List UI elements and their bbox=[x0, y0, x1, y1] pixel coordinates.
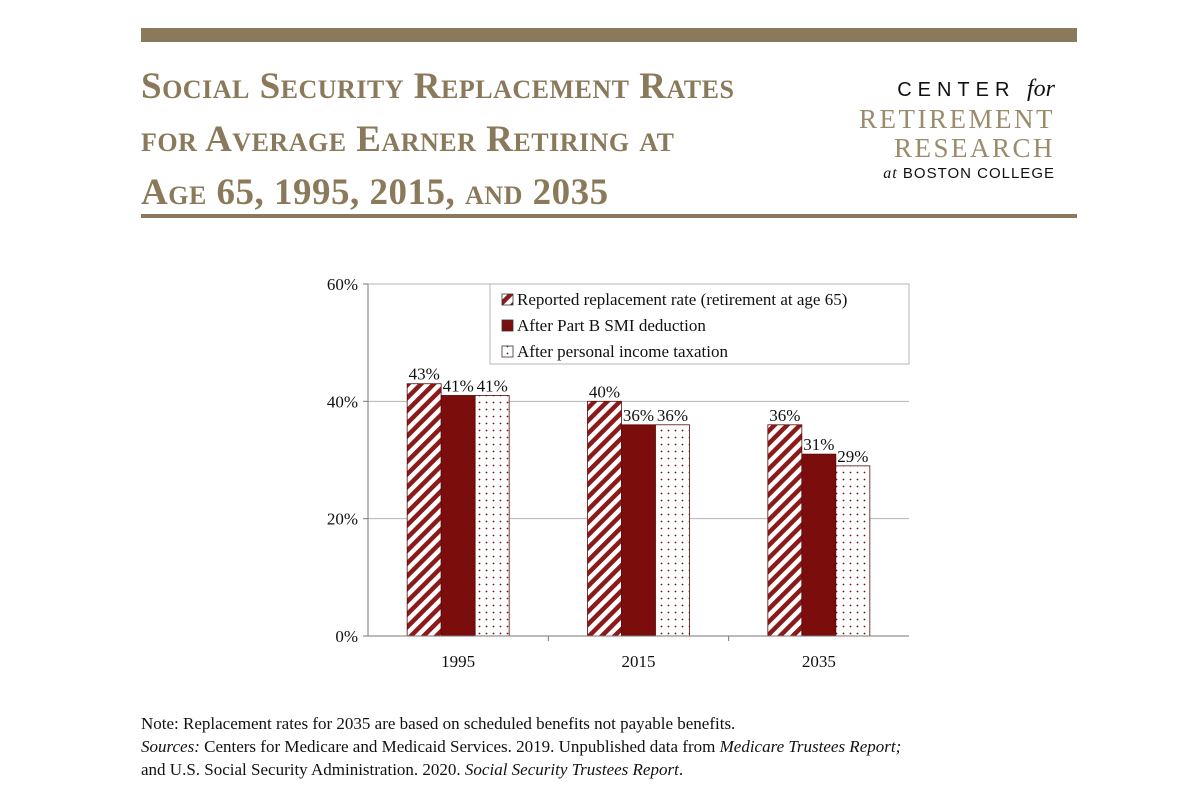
legend-swatch bbox=[501, 293, 514, 306]
logo-retirement: RETIREMENT bbox=[859, 104, 1055, 134]
sources-italic-1: Medicare Trustees Report; bbox=[719, 737, 902, 756]
sources-label: Sources: bbox=[141, 737, 200, 756]
header-rule bbox=[141, 214, 1077, 218]
sources-line-1: Sources: Centers for Medicare and Medica… bbox=[141, 735, 1091, 758]
sources-italic-2: Social Security Trustees Report bbox=[464, 760, 679, 779]
logo-research: RESEARCH bbox=[893, 133, 1055, 163]
bar-2035-series-1 bbox=[767, 424, 803, 637]
x-tick-label: 2035 bbox=[802, 652, 836, 671]
bar-2015-series-1 bbox=[587, 400, 622, 637]
data-label: 40% bbox=[589, 382, 620, 401]
legend-swatch bbox=[501, 345, 514, 358]
data-label: 43% bbox=[409, 365, 440, 384]
logo-at: at bbox=[883, 165, 898, 182]
crr-logo: CENTER for RETIREMENT RESEARCH at BOSTON… bbox=[859, 74, 1055, 185]
sources-text-2: and U.S. Social Security Administration.… bbox=[141, 760, 465, 779]
data-label: 36% bbox=[623, 406, 654, 425]
logo-center: CENTER bbox=[897, 79, 1016, 101]
header-top-bar bbox=[141, 28, 1077, 42]
bar-2035-series-2 bbox=[801, 453, 837, 637]
bar-2015-series-3 bbox=[655, 424, 690, 637]
page-title: Social Security Replacement Rates for Av… bbox=[141, 60, 841, 219]
bar-2035-series-3 bbox=[835, 465, 871, 637]
y-tick-label: 60% bbox=[327, 275, 358, 294]
data-label: 36% bbox=[769, 406, 800, 425]
bar-1995-series-1 bbox=[406, 383, 442, 637]
sources-line-2: and U.S. Social Security Administration.… bbox=[141, 758, 1091, 781]
x-tick-label: 1995 bbox=[441, 652, 475, 671]
data-labels: 43%41% 41% 40%36% 36% 36%31%29% bbox=[409, 365, 869, 466]
y-tick-label: 40% bbox=[327, 392, 358, 411]
bar-1995-series-3 bbox=[474, 395, 510, 637]
title-line-2: for Average Earner Retiring at bbox=[141, 119, 675, 160]
logo-line-4: at BOSTON COLLEGE bbox=[859, 163, 1055, 185]
bar-2015-series-2 bbox=[621, 424, 656, 637]
title-line-1: Social Security Replacement Rates bbox=[141, 66, 735, 107]
logo-boston-college: BOSTON COLLEGE bbox=[902, 165, 1055, 182]
axes: 0% 20% 40% 60% 1995 2015 2035 bbox=[327, 275, 909, 671]
data-label: 41% bbox=[443, 376, 474, 395]
bars bbox=[406, 383, 871, 637]
legend-box bbox=[489, 283, 910, 365]
y-tick-label: 20% bbox=[327, 510, 358, 529]
sources-end: . bbox=[678, 760, 684, 779]
data-label: 31% bbox=[803, 435, 834, 454]
note-line: Note: Replacement rates for 2035 are bas… bbox=[141, 714, 736, 733]
legend-label: Reported replacement rate (retirement at… bbox=[517, 290, 847, 309]
legend: Reported replacement rate (retirement at… bbox=[489, 283, 910, 365]
title-line-3: Age 65, 1995, 2015, and 2035 bbox=[141, 172, 609, 213]
sources-text-1: Centers for Medicare and Medicaid Servic… bbox=[199, 737, 720, 756]
legend-label: After Part B SMI deduction bbox=[517, 316, 706, 335]
data-label: 29% bbox=[837, 447, 868, 466]
data-label: 41% bbox=[477, 376, 508, 395]
logo-for: for bbox=[1026, 76, 1055, 102]
bar-1995-series-2 bbox=[440, 395, 476, 637]
y-tick-label: 0% bbox=[335, 627, 358, 646]
legend-label: After personal income taxation bbox=[517, 342, 729, 361]
logo-line-1: CENTER for bbox=[859, 74, 1055, 105]
x-tick-label: 2015 bbox=[622, 652, 656, 671]
legend-swatch bbox=[501, 319, 514, 332]
data-label: 36% bbox=[657, 406, 688, 425]
chart-notes: Note: Replacement rates for 2035 are bas… bbox=[141, 712, 1091, 781]
